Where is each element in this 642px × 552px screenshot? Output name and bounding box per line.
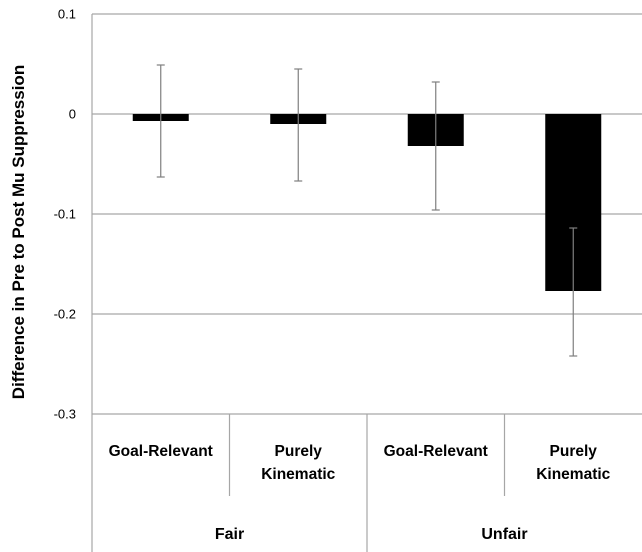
- y-axis-label: Difference in Pre to Post Mu Suppression: [9, 65, 28, 399]
- category-label: Purely: [550, 443, 598, 460]
- y-tick-labels: 0.1 0 -0.1 -0.2 -0.3: [54, 7, 76, 422]
- category-label: Kinematic: [261, 466, 335, 483]
- y-tick-label: 0.1: [58, 7, 76, 22]
- y-tick-label: -0.1: [54, 207, 76, 222]
- group-labels: Fair Unfair: [215, 526, 528, 543]
- group-label: Unfair: [481, 526, 527, 543]
- y-tick-label: -0.3: [54, 407, 76, 422]
- group-label: Fair: [215, 526, 244, 543]
- category-label: Kinematic: [536, 466, 610, 483]
- category-label: Purely: [275, 443, 323, 460]
- bars: [132, 114, 602, 291]
- category-label: Goal-Relevant: [384, 443, 488, 460]
- category-labels: Goal-Relevant Purely Kinematic Goal-Relevan…: [109, 443, 611, 483]
- y-tick-label: -0.2: [54, 307, 76, 322]
- y-tick-label: 0: [69, 107, 76, 122]
- axes: [91, 14, 642, 552]
- error-bars: [156, 64, 578, 357]
- category-label: Goal-Relevant: [109, 443, 213, 460]
